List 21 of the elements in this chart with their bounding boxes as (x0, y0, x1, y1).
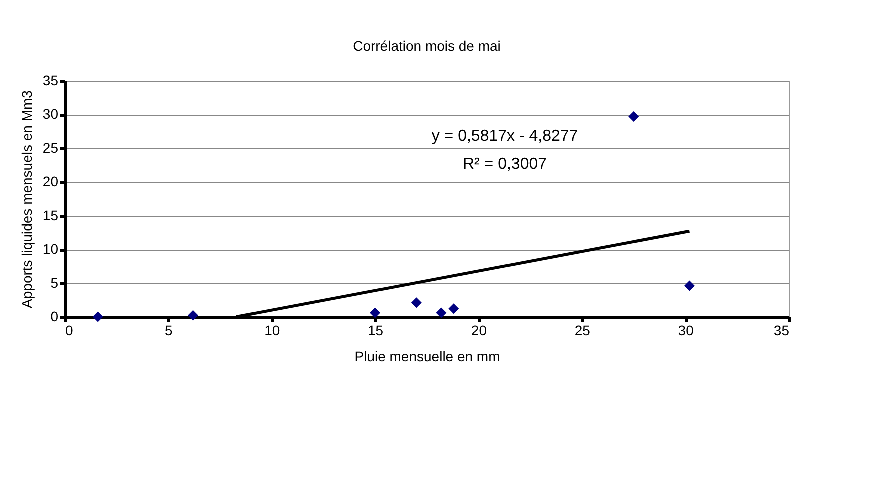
y-tick-label: 30 (42, 106, 59, 122)
x-tick-label: 20 (471, 322, 488, 338)
x-tick-label: 5 (165, 322, 174, 338)
annotation: y = 0,5817x - 4,8277 (432, 128, 578, 145)
x-tick-label: 0 (66, 322, 74, 338)
y-tick-label: 15 (42, 207, 59, 224)
y-tick-label: 5 (50, 274, 59, 291)
y-tick-label: 25 (42, 140, 59, 156)
x-tick-label: 25 (574, 322, 591, 338)
y-tick-label: 35 (42, 72, 59, 88)
x-tick-label: 30 (678, 322, 694, 338)
y-tick-label: 0 (50, 308, 59, 324)
y-tick-label: 10 (42, 241, 59, 258)
chart-title: Corrélation mois de mai (353, 38, 501, 54)
x-tick-label: 35 (774, 322, 790, 338)
annotation: R² = 0,3007 (462, 156, 548, 173)
y-axis-title: Apports liquides mensuels en Mm3 (18, 90, 35, 308)
x-axis-title: Pluie mensuelle en mm (354, 348, 500, 364)
x-tick-label: 15 (368, 322, 384, 338)
y-tick-label: 20 (42, 174, 59, 190)
x-tick-label: 10 (264, 322, 280, 338)
